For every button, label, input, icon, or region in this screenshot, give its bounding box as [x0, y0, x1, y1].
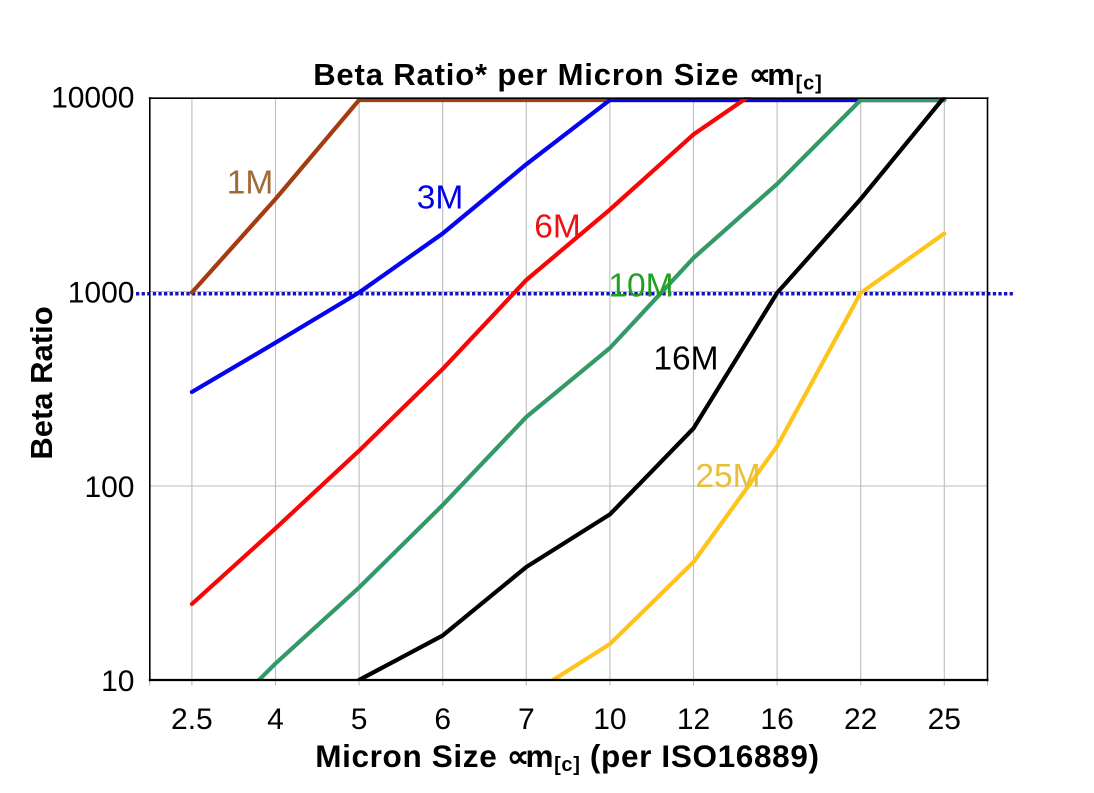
svg-text:12: 12 — [677, 703, 710, 736]
svg-text:10M: 10M — [608, 268, 673, 305]
svg-text:Micron Size ∝m[c] (per ISO1688: Micron Size ∝m[c] (per ISO16889) — [315, 738, 819, 776]
svg-text:10: 10 — [593, 703, 626, 736]
svg-text:10: 10 — [101, 665, 134, 698]
svg-text:4: 4 — [267, 703, 284, 736]
svg-text:16: 16 — [760, 703, 793, 736]
svg-text:10000: 10000 — [51, 82, 134, 115]
svg-text:Beta Ratio: Beta Ratio — [24, 306, 59, 459]
svg-text:Beta Ratio* per Micron Size ∝m: Beta Ratio* per Micron Size ∝m[c] — [313, 57, 822, 95]
svg-text:1000: 1000 — [68, 277, 135, 310]
svg-text:2.5: 2.5 — [171, 703, 213, 736]
svg-text:6: 6 — [434, 703, 451, 736]
svg-text:1M: 1M — [227, 165, 274, 202]
svg-text:25: 25 — [928, 703, 961, 736]
svg-text:100: 100 — [84, 471, 134, 504]
svg-text:16M: 16M — [653, 341, 718, 378]
svg-text:6M: 6M — [534, 209, 581, 246]
svg-text:5: 5 — [351, 703, 368, 736]
svg-text:25M: 25M — [695, 458, 760, 495]
svg-text:3M: 3M — [417, 180, 464, 217]
svg-text:22: 22 — [844, 703, 877, 736]
svg-text:7: 7 — [518, 703, 535, 736]
